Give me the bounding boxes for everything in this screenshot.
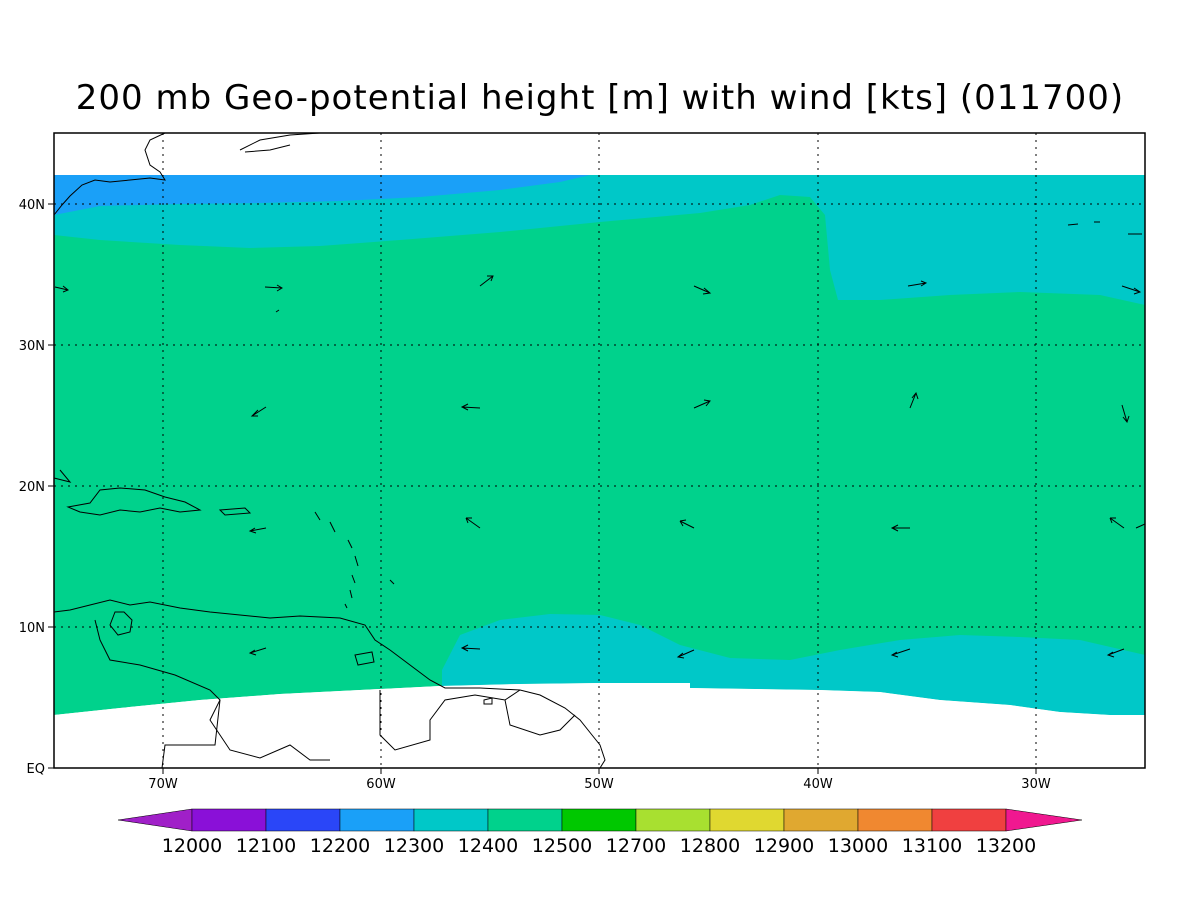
height-band-12200 (54, 175, 590, 215)
height-band-12300-north (54, 175, 1145, 305)
coastline-lake-maracaibo (109, 611, 133, 636)
wind-vectors (54, 275, 1146, 659)
wind-arrow (465, 517, 481, 529)
wind-arrow (890, 524, 910, 532)
colorbar-bin (709, 808, 785, 832)
wind-arrow (248, 647, 267, 656)
colorbar: 12000 12100 12200 12300 12400 12500 1270… (117, 808, 1083, 857)
wind-arrow (1121, 404, 1130, 424)
wind-arrow (460, 403, 481, 411)
colorbar-label: 12200 (310, 835, 370, 857)
lon-tick-label: 60W (366, 777, 396, 792)
wind-arrow (907, 280, 928, 287)
wind-arrow (1109, 517, 1125, 529)
tick-marks (48, 203, 1037, 774)
colorbar-bin (561, 808, 637, 832)
lon-tick-label: 30W (1021, 777, 1051, 792)
wind-arrow (679, 519, 695, 529)
colorbar-bin (191, 808, 267, 832)
colorbar-bin (339, 808, 415, 832)
colorbar-label: 12800 (680, 835, 740, 857)
coastline-azores (1067, 221, 1142, 235)
height-band-12300-south (442, 614, 1145, 715)
colorbar-label: 12000 (162, 835, 222, 857)
map-grid (54, 133, 1145, 768)
colorbar-above-triangle (1005, 808, 1083, 832)
colorbar-label: 12900 (754, 835, 814, 857)
colorbar-bin (635, 808, 711, 832)
colorbar-label: 12300 (384, 835, 444, 857)
wind-arrow (250, 406, 267, 417)
lat-tick-label: 10N (19, 621, 45, 636)
colorbar-bin (413, 808, 489, 832)
coastline-hispaniola (66, 487, 202, 516)
height-field (54, 175, 1145, 715)
wind-arrow (693, 399, 711, 409)
wind-arrow (909, 391, 919, 409)
colorbar-label: 12500 (532, 835, 592, 857)
coastline-cuba-tail (53, 469, 72, 483)
colorbar-label: 13000 (828, 835, 888, 857)
lat-tick-label: 20N (19, 480, 45, 495)
colorbar-bin (931, 808, 1007, 832)
coastline-south-america (53, 599, 606, 769)
coastline-lesser-antilles (314, 511, 395, 609)
colorbar-bin (265, 808, 341, 832)
coastline-island-lake (483, 697, 493, 705)
no-data-south (54, 683, 1145, 768)
colorbar-label: 12700 (606, 835, 666, 857)
wind-arrow (676, 649, 695, 659)
colorbar-bin (857, 808, 933, 832)
coastline-north-america (53, 132, 166, 216)
wind-arrow (890, 648, 911, 658)
wind-arrow (479, 275, 494, 287)
height-band-12400 (54, 175, 1145, 715)
colorbar-label: 13100 (902, 835, 962, 857)
colorbar-below-triangle (117, 808, 193, 832)
wind-arrow (1106, 648, 1125, 658)
coastline-bermuda (275, 309, 280, 313)
lon-tick-label: 70W (148, 777, 178, 792)
colorbar-label: 12400 (458, 835, 518, 857)
coastline-puerto-rico (218, 507, 252, 516)
colorbar-label: 12100 (236, 835, 296, 857)
lon-tick-labels: 70W 60W 50W 40W 30W (148, 777, 1051, 792)
wind-arrow (248, 527, 267, 534)
lon-tick-label: 40W (803, 777, 833, 792)
wind-arrow (693, 285, 712, 295)
lat-tick-labels: EQ 10N 20N 30N 40N (19, 198, 45, 777)
lon-tick-label: 50W (584, 777, 614, 792)
coastline-nova-scotia (239, 132, 321, 153)
coastline-trinidad (354, 651, 375, 666)
wind-arrow (1135, 523, 1146, 529)
wind-arrow (264, 284, 283, 292)
page-title: 200 mb Geo-potential height [m] with win… (75, 78, 1125, 118)
wind-arrow (54, 285, 69, 293)
lat-tick-label: 30N (19, 339, 45, 354)
colorbar-label: 13200 (976, 835, 1036, 857)
colorbar-bin (487, 808, 563, 832)
colorbar-bin (783, 808, 859, 832)
wind-arrow (460, 644, 481, 652)
lat-tick-label: 40N (19, 198, 45, 213)
wind-arrow (1121, 285, 1142, 295)
lat-tick-label: EQ (27, 762, 45, 777)
coastline-guianas-borders (379, 689, 576, 751)
